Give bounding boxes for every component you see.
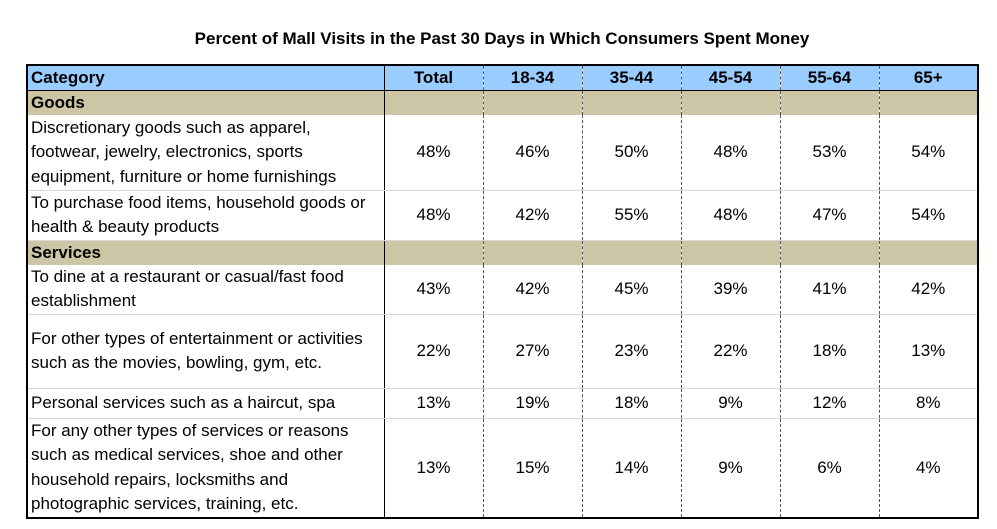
cell-value: 39% (680, 264, 780, 315)
section-label: Goods (26, 90, 384, 115)
column-header-65-plus: 65+ (878, 64, 979, 91)
column-header-55-64: 55-64 (779, 64, 879, 91)
cell-value: 50% (581, 115, 681, 191)
cell-value: 53% (779, 115, 879, 191)
table-row: To dine at a restaurant or casual/fast f… (26, 264, 979, 315)
row-label: Discretionary goods such as apparel, foo… (26, 115, 384, 191)
cell-value: 19% (482, 388, 582, 419)
table-row: For other types of entertainment or acti… (26, 314, 979, 389)
cell-value: 54% (878, 190, 979, 241)
cell-value: 12% (779, 388, 879, 419)
cell-value: 15% (482, 418, 582, 519)
cell-value: 43% (383, 264, 483, 315)
table-title: Percent of Mall Visits in the Past 30 Da… (194, 29, 810, 48)
cell-value: 4% (878, 418, 979, 519)
section-label: Services (26, 240, 384, 265)
cell-value: 46% (482, 115, 582, 191)
cell-value: 13% (878, 314, 979, 389)
section-row-services: Services (26, 240, 979, 265)
data-table: Category Total 18-34 35-44 45-54 55-64 6… (26, 64, 979, 519)
cell-value: 27% (482, 314, 582, 389)
cell-value: 48% (680, 190, 780, 241)
section-row-goods: Goods (26, 90, 979, 115)
table-row: To purchase food items, household goods … (26, 190, 979, 241)
cell-value: 23% (581, 314, 681, 389)
cell-value: 22% (680, 314, 780, 389)
cell-value: 42% (482, 190, 582, 241)
cell-value: 13% (383, 418, 483, 519)
column-header-45-54: 45-54 (680, 64, 780, 91)
cell-value: 47% (779, 190, 879, 241)
cell-value: 9% (680, 418, 780, 519)
row-label: Personal services such as a haircut, spa (26, 388, 384, 419)
cell-value: 42% (878, 264, 979, 315)
cell-value: 41% (779, 264, 879, 315)
cell-value: 6% (779, 418, 879, 519)
cell-value: 18% (779, 314, 879, 389)
table-row: For any other types of services or reaso… (26, 418, 979, 519)
cell-value: 54% (878, 115, 979, 191)
column-header-18-34: 18-34 (482, 64, 582, 91)
cell-value: 55% (581, 190, 681, 241)
cell-value: 13% (383, 388, 483, 419)
row-label: For any other types of services or reaso… (26, 418, 384, 519)
cell-value: 42% (482, 264, 582, 315)
cell-value: 45% (581, 264, 681, 315)
row-label: To purchase food items, household goods … (26, 190, 384, 241)
header-row: Category Total 18-34 35-44 45-54 55-64 6… (26, 64, 979, 91)
cell-value: 48% (383, 190, 483, 241)
cell-value: 22% (383, 314, 483, 389)
column-header-total: Total (383, 64, 483, 91)
column-header-category: Category (26, 64, 384, 91)
column-header-35-44: 35-44 (581, 64, 681, 91)
row-label: For other types of entertainment or acti… (26, 314, 384, 389)
cell-value: 8% (878, 388, 979, 419)
cell-value: 18% (581, 388, 681, 419)
cell-value: 14% (581, 418, 681, 519)
table-row: Personal services such as a haircut, spa… (26, 388, 979, 419)
cell-value: 48% (680, 115, 780, 191)
table-row: Discretionary goods such as apparel, foo… (26, 115, 979, 191)
row-label: To dine at a restaurant or casual/fast f… (26, 264, 384, 315)
cell-value: 9% (680, 388, 780, 419)
cell-value: 48% (383, 115, 483, 191)
